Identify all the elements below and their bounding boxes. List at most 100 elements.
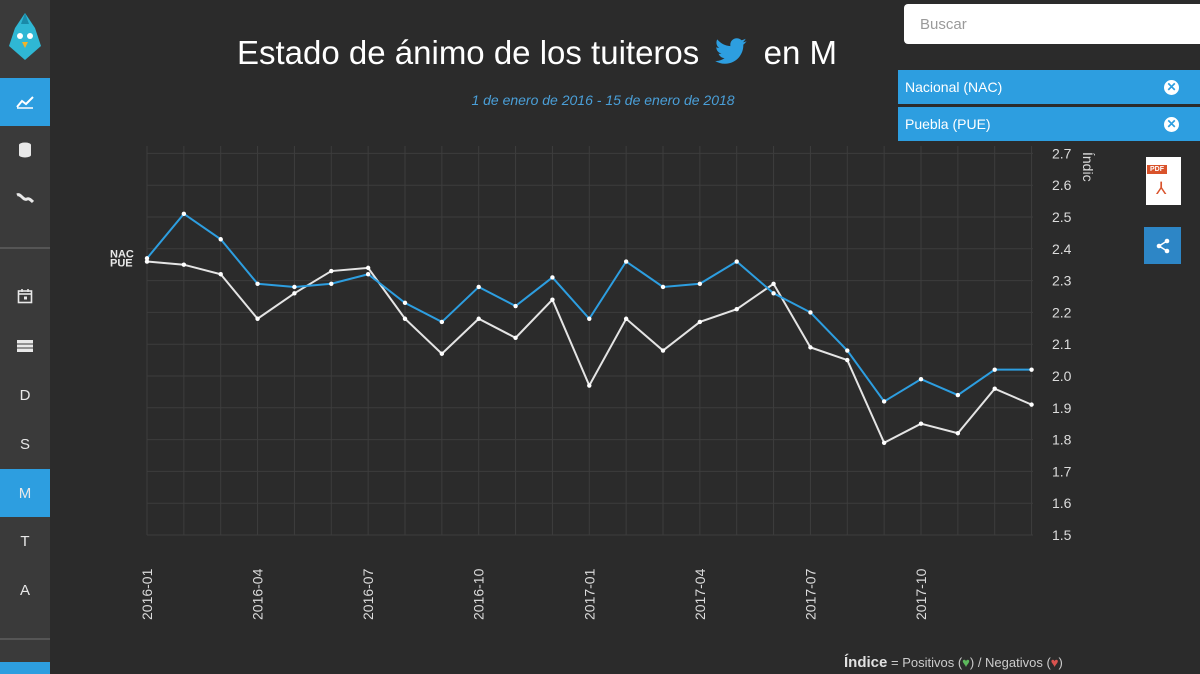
data-point-nac	[181, 211, 187, 217]
y-axis-ticks: 1.5 1.6 1.7 1.8 1.9 2.0 2.1 2.2 2.3 2.4 2.5 2.6 2.7	[1052, 145, 1072, 543]
data-point-nac	[734, 259, 739, 264]
data-point-pue	[1029, 402, 1034, 407]
sidebar-item-a[interactable]: A	[19, 581, 30, 599]
page-title: Estado de ánimo de los tuiteros en M	[237, 34, 837, 72]
search-input[interactable]	[904, 4, 1200, 44]
data-point-pue	[365, 265, 371, 271]
footnote-equals: =	[887, 655, 903, 670]
sidebar: D S M T A	[0, 0, 50, 674]
remove-tag-icon[interactable]: ✕	[1164, 116, 1179, 132]
sidebar-item-table[interactable]	[0, 322, 50, 370]
y-tick-label: 2.4	[1052, 241, 1072, 257]
x-tick-label: 2017-01	[581, 568, 597, 620]
sidebar-divider	[0, 247, 50, 249]
negative-heart-icon: ♥	[1050, 655, 1059, 670]
data-point-pue	[476, 316, 481, 321]
data-point-pue	[329, 268, 334, 274]
tag-nacional[interactable]: Nacional (NAC) ✕	[898, 70, 1200, 104]
data-point-pue	[660, 348, 666, 353]
logo[interactable]	[0, 0, 50, 75]
data-point-nac	[255, 281, 260, 286]
data-point-pue	[218, 272, 223, 277]
positive-bird-icon: ♥	[962, 655, 970, 670]
data-point-pue	[587, 383, 592, 388]
tag-puebla[interactable]: Puebla (PUE) ✕	[898, 107, 1200, 141]
sidebar-bottom-item[interactable]	[0, 662, 50, 674]
y-tick-label: 1.5	[1052, 527, 1072, 543]
index-word: Índice	[844, 654, 888, 671]
footnote-positives: Positivos (	[902, 655, 963, 670]
data-point-nac	[402, 300, 408, 306]
data-point-pue	[550, 297, 555, 302]
series-name-label: PUE	[110, 258, 133, 270]
data-point-nac	[771, 291, 776, 296]
pdf-export-button[interactable]: PDF ⅄	[1146, 157, 1181, 205]
y-tick-label: 1.7	[1052, 463, 1072, 479]
data-point-nac	[144, 256, 150, 261]
data-point-nac	[845, 348, 850, 353]
sidebar-item-trend[interactable]	[0, 174, 50, 222]
data-point-pue	[697, 319, 703, 325]
x-tick-label: 2016-04	[250, 568, 266, 620]
data-point-nac	[992, 367, 997, 372]
data-point-nac	[955, 392, 961, 398]
sidebar-item-s[interactable]: S	[19, 435, 30, 453]
data-point-pue	[144, 259, 150, 264]
data-point-pue	[255, 316, 260, 321]
sidebar-item-m[interactable]: M	[0, 469, 50, 517]
remove-tag-icon[interactable]: ✕	[1164, 79, 1179, 95]
index-footnote: Índice = Positivos (♥) / Negativos (♥)	[844, 654, 1063, 671]
data-point-nac	[1029, 367, 1034, 372]
data-point-nac	[697, 281, 703, 286]
y-tick-label: 2.3	[1052, 273, 1072, 289]
data-point-pue	[439, 351, 445, 356]
tag-label: Nacional (NAC)	[905, 79, 1003, 95]
y-tick-label: 1.9	[1052, 400, 1072, 416]
data-point-pue	[881, 440, 887, 445]
data-point-nac	[623, 259, 629, 264]
data-point-pue	[845, 357, 850, 363]
y-tick-label: 2.5	[1052, 209, 1072, 225]
share-button[interactable]	[1144, 227, 1181, 264]
calendar-icon	[17, 289, 33, 304]
data-point-pue	[771, 281, 776, 286]
sidebar-divider-bottom	[0, 638, 50, 640]
data-point-nac	[587, 316, 592, 321]
data-point-pue	[513, 335, 518, 341]
data-point-nac	[365, 272, 371, 277]
footnote-separator: ) / Negativos (	[969, 655, 1051, 670]
data-point-pue	[623, 316, 629, 321]
chart-grid	[146, 146, 1033, 536]
database-icon	[19, 142, 31, 158]
x-tick-label: 2016-07	[360, 568, 376, 620]
data-point-nac	[550, 275, 555, 280]
sidebar-item-calendar[interactable]	[0, 272, 50, 320]
sidebar-item-database[interactable]	[0, 126, 50, 174]
data-point-pue	[955, 431, 961, 436]
sidebar-item-chart[interactable]	[0, 78, 50, 126]
data-point-nac	[660, 284, 666, 290]
data-point-pue	[292, 291, 297, 296]
sidebar-item-d[interactable]: D	[19, 386, 31, 404]
title-text-before: Estado de ánimo de los tuiteros	[237, 34, 700, 71]
trend-icon	[16, 193, 34, 204]
data-point-pue	[402, 316, 408, 321]
y-tick-label: 2.2	[1052, 304, 1072, 320]
x-tick-label: 2016-10	[471, 568, 487, 620]
title-text-after: en M	[763, 34, 837, 71]
sidebar-item-t[interactable]: T	[20, 532, 30, 550]
data-point-nac	[513, 303, 518, 309]
y-tick-label: 2.7	[1052, 145, 1072, 161]
data-point-nac	[476, 284, 481, 290]
pdf-badge: PDF	[1147, 165, 1167, 174]
data-point-pue	[181, 262, 187, 267]
x-tick-label: 2017-10	[913, 568, 929, 620]
share-icon	[1156, 238, 1169, 253]
data-point-nac	[881, 399, 887, 404]
series-name-label: NAC	[110, 248, 134, 260]
table-icon	[17, 340, 33, 352]
x-tick-label: 2016-01	[139, 568, 155, 620]
data-point-pue	[918, 421, 924, 426]
